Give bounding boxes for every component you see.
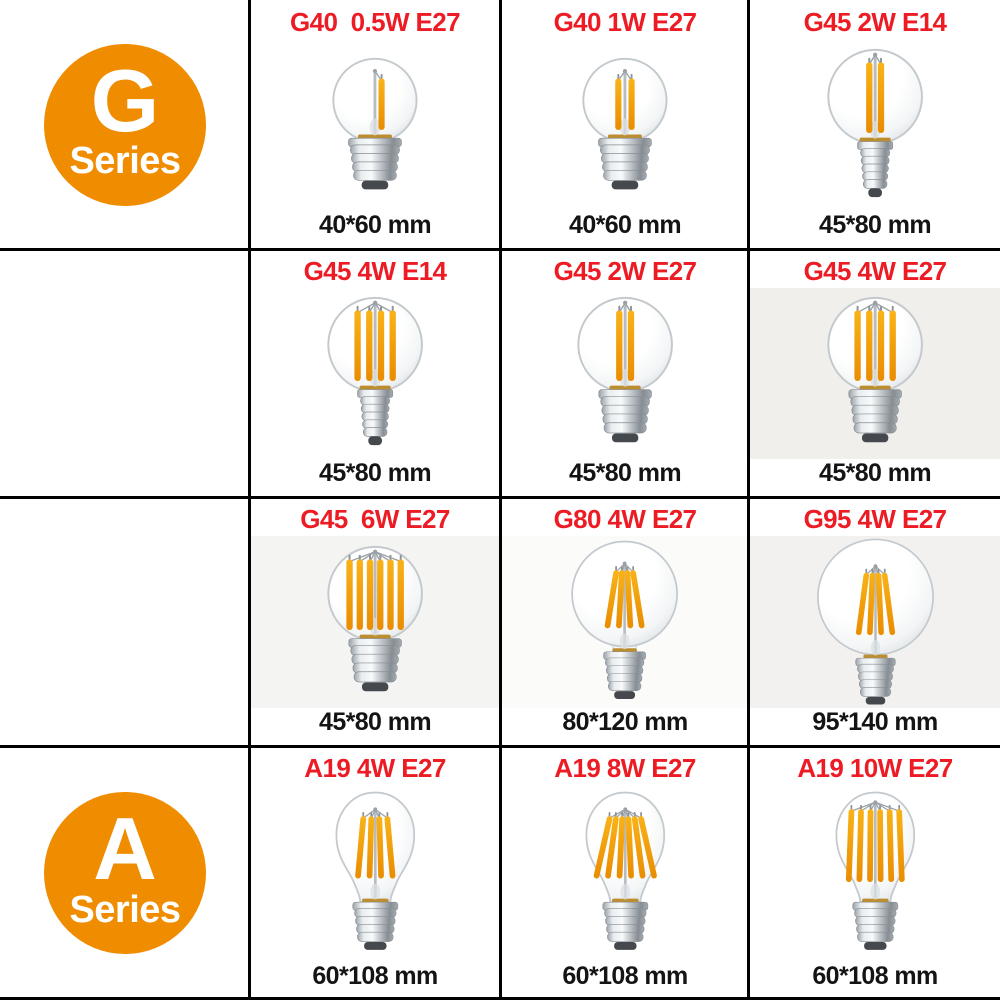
product-size: 40*60 mm xyxy=(319,210,432,239)
product-photo xyxy=(750,287,1000,459)
grid-divider-horizontal-3 xyxy=(0,745,1000,748)
g-series-badge: G Series xyxy=(44,43,206,206)
g-series-letter: G xyxy=(90,50,160,150)
product-size: 80*120 mm xyxy=(562,707,688,736)
grid-divider-horizontal-1 xyxy=(0,248,1000,251)
product-size: 45*80 mm xyxy=(319,458,432,487)
product-title: G95 4W E27 xyxy=(803,504,947,534)
a-series-badge-cell: A Series xyxy=(0,746,250,1000)
product-title: G40 0.5W E27 xyxy=(290,7,461,37)
bulb-illustration xyxy=(827,297,923,443)
bulb-illustration xyxy=(571,540,679,699)
bulb-illustration xyxy=(577,297,673,443)
grid-divider-vertical-3 xyxy=(747,0,750,1000)
product-size: 40*60 mm xyxy=(569,210,682,239)
product-card: G45 6W E27 45*80 mm xyxy=(250,497,500,746)
bulb-illustration xyxy=(327,297,423,446)
bulb-illustration xyxy=(582,57,668,190)
bottom-border xyxy=(0,997,1000,1000)
empty-cell xyxy=(0,497,250,746)
bulb-illustration xyxy=(327,545,423,691)
product-title: G80 4W E27 xyxy=(553,504,697,534)
product-photo xyxy=(750,784,1000,962)
product-title: G40 1W E27 xyxy=(553,7,697,37)
product-photo xyxy=(250,535,500,708)
product-photo xyxy=(500,784,750,962)
grid-divider-vertical-2 xyxy=(499,0,502,1000)
product-card: G95 4W E27 95*140 mm xyxy=(750,497,1000,746)
product-title: A19 4W E27 xyxy=(304,753,446,783)
product-card: G45 2W E14 45*80 mm xyxy=(750,0,1000,249)
bulb-illustration xyxy=(332,57,418,190)
g-series-label: Series xyxy=(69,140,181,183)
product-title: G45 2W E27 xyxy=(553,256,697,286)
product-card: G40 0.5W E27 40*60 mm xyxy=(250,0,500,249)
product-title: G45 2W E14 xyxy=(803,7,947,37)
product-card: A19 8W E27 60*108 mm xyxy=(500,746,750,1000)
product-card: A19 10W E27 60*108 mm xyxy=(750,746,1000,1000)
product-card: G45 2W E27 45*80 mm xyxy=(500,249,750,497)
a-series-letter: A xyxy=(93,799,157,899)
product-title: A19 10W E27 xyxy=(797,753,953,783)
product-card: G45 4W E14 45*80 mm xyxy=(250,249,500,497)
product-photo xyxy=(500,38,750,211)
a-series-label: Series xyxy=(69,888,181,931)
product-title: A19 8W E27 xyxy=(554,753,696,783)
bulb-illustration xyxy=(335,791,415,951)
bulb-illustration xyxy=(827,48,923,197)
g-series-badge-cell: G Series xyxy=(0,0,250,249)
product-size: 60*108 mm xyxy=(562,961,688,990)
bulb-illustration xyxy=(816,538,934,705)
product-photo xyxy=(500,287,750,459)
product-card: G80 4W E27 80*120 mm xyxy=(500,497,750,746)
product-title: G45 4W E27 xyxy=(803,256,947,286)
product-photo xyxy=(250,287,500,459)
product-photo xyxy=(750,535,1000,708)
empty-cell xyxy=(0,249,250,497)
product-photo xyxy=(250,784,500,962)
grid-divider-horizontal-2 xyxy=(0,496,1000,499)
product-size: 45*80 mm xyxy=(319,707,432,736)
product-card: G40 1W E27 40*60 mm xyxy=(500,0,750,249)
product-size: 60*108 mm xyxy=(312,961,438,990)
product-card: A19 4W E27 60*108 mm xyxy=(250,746,500,1000)
a-series-badge: A Series xyxy=(44,792,206,954)
product-photo xyxy=(750,38,1000,211)
bulb-illustration xyxy=(585,791,665,951)
product-photo xyxy=(250,38,500,211)
product-title: G45 4W E14 xyxy=(303,256,447,286)
product-size: 45*80 mm xyxy=(819,210,932,239)
bulb-illustration xyxy=(835,791,915,951)
product-size: 95*140 mm xyxy=(812,707,938,736)
product-size: 45*80 mm xyxy=(569,458,682,487)
grid-divider-vertical-1 xyxy=(248,0,251,1000)
product-card: G45 4W E27 45*80 mm xyxy=(750,249,1000,497)
product-title: G45 6W E27 xyxy=(300,504,450,534)
product-photo xyxy=(500,535,750,708)
product-size: 45*80 mm xyxy=(819,458,932,487)
product-size: 60*108 mm xyxy=(812,961,938,990)
